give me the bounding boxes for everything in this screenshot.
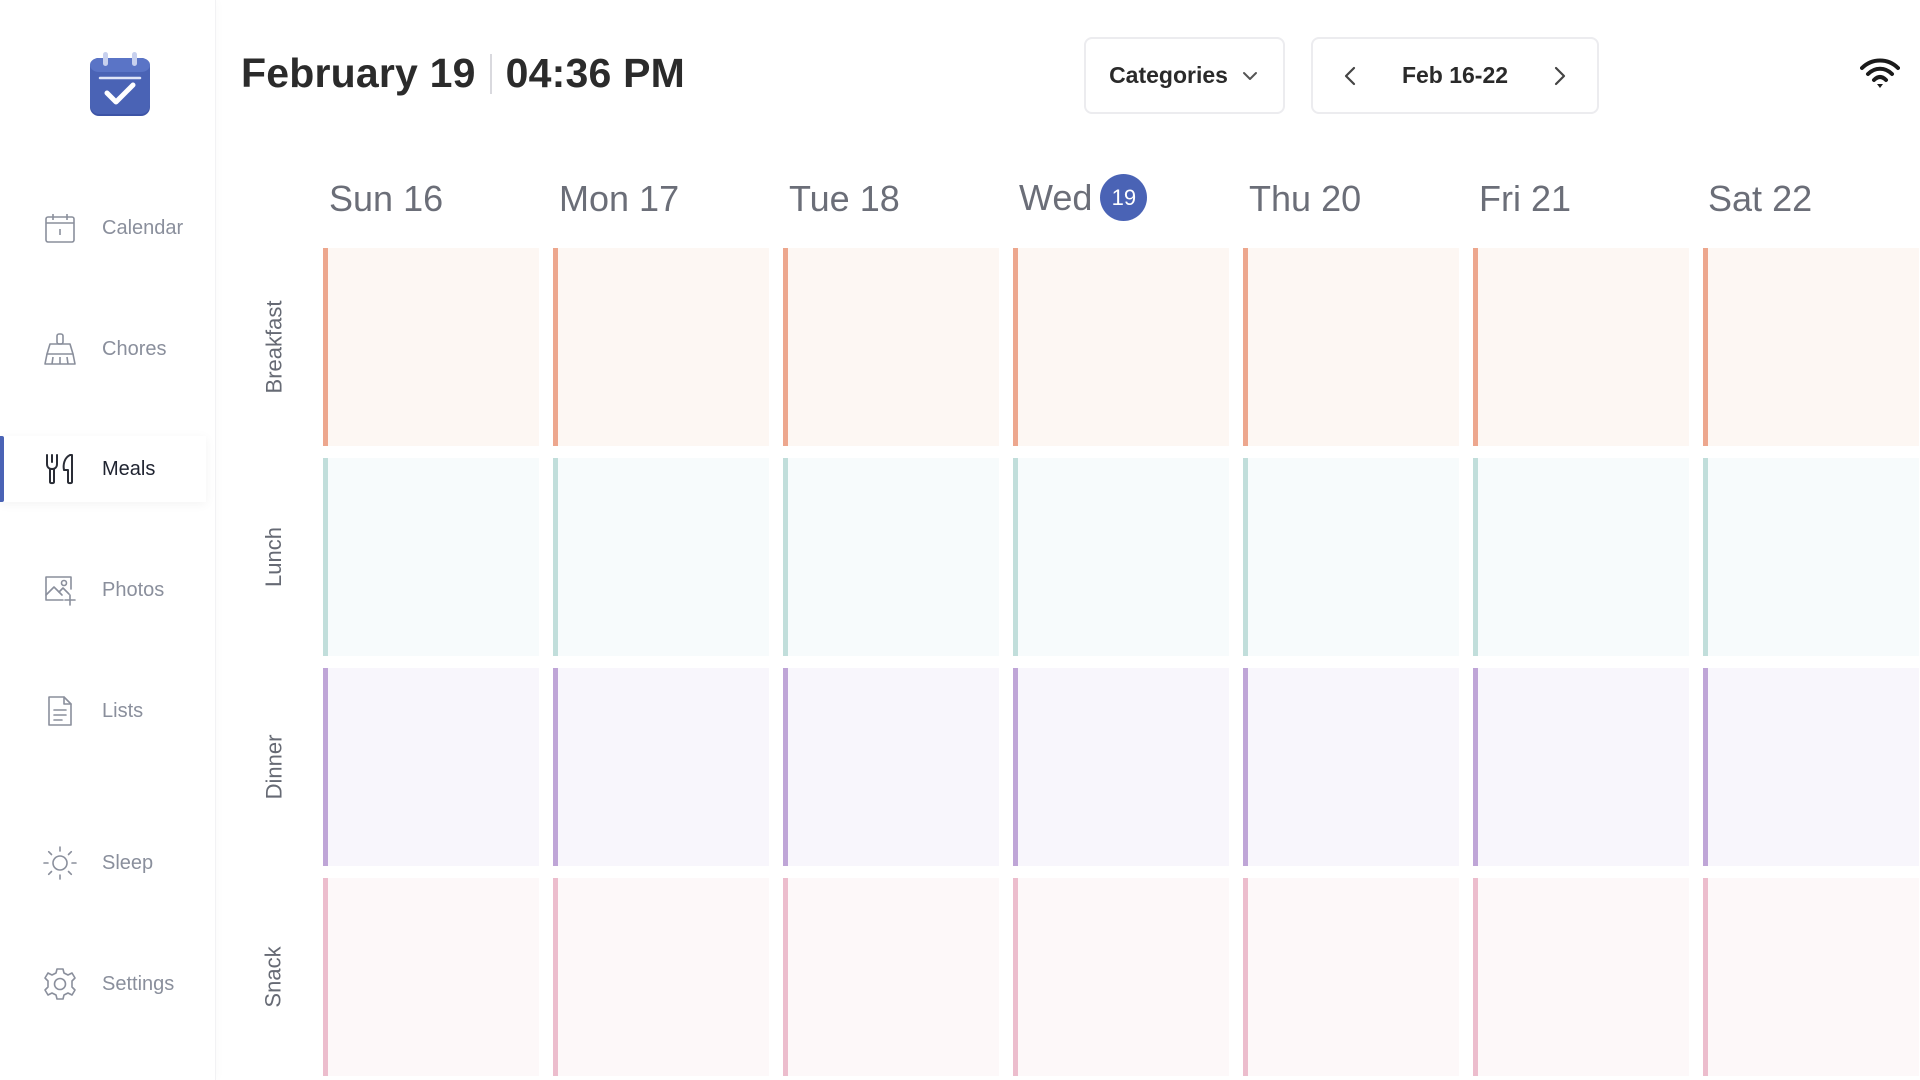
sidebar-item-label: Calendar	[102, 216, 184, 239]
sidebar-item-meals[interactable]: Meals	[0, 436, 206, 502]
meal-cell-dinner-thu[interactable]	[1243, 668, 1459, 866]
meal-cell-dinner-sun[interactable]	[323, 668, 539, 866]
sidebar-item-chores[interactable]: Chores	[0, 316, 206, 382]
meal-cell-breakfast-mon[interactable]	[553, 248, 769, 446]
day-header: Sun 16	[329, 178, 443, 220]
meal-cell-dinner-tue[interactable]	[783, 668, 999, 866]
day-header-today: Wed 19	[1019, 174, 1148, 221]
utensils-icon	[42, 451, 78, 487]
day-number: 16	[403, 178, 444, 219]
sidebar-item-label: Meals	[102, 457, 156, 480]
categories-dropdown[interactable]: Categories	[1084, 37, 1285, 114]
meal-row-label-dinner: Dinner	[261, 734, 286, 800]
sidebar-item-label: Settings	[102, 972, 175, 995]
meal-cell-snack-mon[interactable]	[553, 878, 769, 1076]
day-number: 18	[859, 178, 900, 219]
sidebar-item-label: Chores	[102, 337, 167, 360]
sidebar-item-label: Sleep	[102, 851, 154, 874]
meal-cell-breakfast-sun[interactable]	[323, 248, 539, 446]
current-date: February 19	[241, 50, 476, 96]
day-header: Thu 20	[1249, 178, 1361, 220]
meal-cell-snack-fri[interactable]	[1473, 878, 1689, 1076]
current-time: 04:36 PM	[505, 50, 686, 96]
meal-cell-snack-sat[interactable]	[1703, 878, 1919, 1076]
sidebar-item-sleep[interactable]: Sleep	[0, 830, 206, 896]
meal-cell-breakfast-sat[interactable]	[1703, 248, 1919, 446]
day-header: Sat 22	[1708, 178, 1812, 220]
day-number: 21	[1531, 178, 1572, 219]
day-number: 20	[1321, 178, 1362, 219]
meal-row-label-breakfast: Breakfast	[261, 300, 286, 394]
gear-icon	[42, 966, 78, 1002]
day-name: Mon	[559, 178, 630, 219]
meal-cell-dinner-sat[interactable]	[1703, 668, 1919, 866]
today-badge: 19	[1100, 174, 1148, 221]
meal-cell-dinner-wed[interactable]	[1013, 668, 1229, 866]
photo-add-icon	[42, 572, 78, 608]
app-logo-icon	[90, 52, 150, 116]
day-number: 22	[1772, 178, 1813, 219]
meal-cell-breakfast-fri[interactable]	[1473, 248, 1689, 446]
broom-icon	[42, 331, 78, 367]
page-title: February 19 04:36 PM	[241, 50, 685, 97]
meal-row-label-lunch: Lunch	[261, 527, 287, 587]
meal-cell-dinner-fri[interactable]	[1473, 668, 1689, 866]
meal-cell-snack-sun[interactable]	[323, 878, 539, 1076]
day-name: Fri	[1479, 178, 1521, 219]
day-number: 17	[639, 178, 680, 219]
meal-cell-lunch-sat[interactable]	[1703, 458, 1919, 656]
meal-cell-lunch-wed[interactable]	[1013, 458, 1229, 656]
sun-icon	[42, 845, 78, 881]
sidebar-item-label: Photos	[102, 578, 165, 601]
day-name: Thu	[1249, 178, 1312, 219]
day-header: Tue 18	[789, 178, 900, 220]
meal-cell-snack-thu[interactable]	[1243, 878, 1459, 1076]
calendar-icon	[42, 210, 78, 246]
meal-cell-snack-tue[interactable]	[783, 878, 999, 1076]
chevron-left-icon[interactable]	[1335, 60, 1367, 92]
meal-cell-breakfast-thu[interactable]	[1243, 248, 1459, 446]
wifi-icon	[1860, 58, 1900, 88]
meal-cell-lunch-mon[interactable]	[553, 458, 769, 656]
meal-cell-breakfast-wed[interactable]	[1013, 248, 1229, 446]
day-name: Tue	[789, 178, 850, 219]
week-range: Feb 16-22	[1401, 62, 1509, 88]
chevron-down-icon	[1240, 66, 1260, 86]
day-name: Sun	[329, 178, 394, 219]
sidebar-item-photos[interactable]: Photos	[0, 557, 206, 623]
meal-cell-dinner-mon[interactable]	[553, 668, 769, 866]
chevron-right-icon[interactable]	[1543, 60, 1575, 92]
meal-cell-lunch-fri[interactable]	[1473, 458, 1689, 656]
sidebar-item-calendar[interactable]: Calendar	[0, 195, 206, 261]
day-name: Wed	[1019, 176, 1093, 218]
sidebar-item-lists[interactable]: Lists	[0, 678, 206, 744]
meal-cell-lunch-sun[interactable]	[323, 458, 539, 656]
categories-label: Categories	[1109, 62, 1228, 88]
sidebar-item-label: Lists	[102, 699, 144, 722]
list-icon	[42, 693, 78, 729]
day-header: Fri 21	[1479, 178, 1571, 220]
day-name: Sat	[1708, 178, 1763, 219]
day-header: Mon 17	[559, 178, 679, 220]
meal-row-label-snack: Snack	[261, 946, 286, 1008]
sidebar-item-settings[interactable]: Settings	[0, 951, 206, 1017]
title-divider	[489, 53, 492, 94]
meal-cell-snack-wed[interactable]	[1013, 878, 1229, 1076]
sidebar: Calendar Chores Meals	[0, 0, 216, 1080]
meal-cell-breakfast-tue[interactable]	[783, 248, 999, 446]
week-navigator: Feb 16-22	[1311, 37, 1599, 114]
meal-cell-lunch-tue[interactable]	[783, 458, 999, 656]
meal-cell-lunch-thu[interactable]	[1243, 458, 1459, 656]
